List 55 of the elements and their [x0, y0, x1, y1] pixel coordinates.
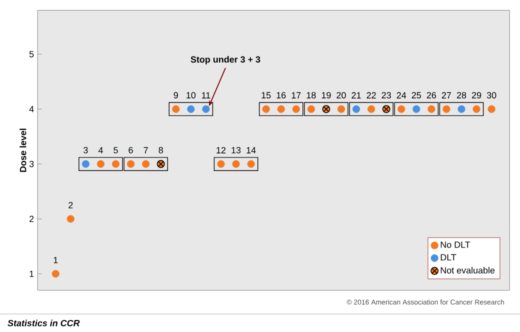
point [247, 160, 255, 168]
point [472, 105, 480, 113]
y-tick-label: 3 [29, 160, 34, 168]
x-tick-label: 19 [322, 92, 331, 98]
legend-label: No DLT [440, 242, 470, 248]
x-tick-label: 10 [186, 92, 196, 98]
x-tick-label: 26 [426, 92, 436, 98]
y-tick-label: 2 [30, 216, 34, 222]
x-tick-label: 20 [336, 92, 346, 98]
x-tick-label: 7 [144, 147, 148, 154]
x-tick-label: 22 [366, 92, 376, 98]
x-tick-label: 29 [472, 92, 482, 98]
x-tick-label: 11 [202, 92, 210, 98]
x-tick-label: 12 [216, 147, 226, 154]
point [112, 160, 120, 168]
point [217, 160, 225, 168]
x-tick-label: 30 [486, 92, 496, 98]
x-tick-label: 24 [396, 92, 406, 98]
point [442, 105, 450, 113]
point [66, 215, 74, 223]
x-tick-label: 6 [128, 146, 133, 154]
y-tick-label: 5 [29, 51, 34, 58]
x-tick-label: 23 [382, 92, 391, 98]
x-tick-label: 21 [352, 92, 361, 98]
x-tick-label: 28 [456, 92, 466, 98]
x-tick-label: 18 [306, 92, 316, 98]
x-tick-label: 4 [98, 147, 103, 154]
point [307, 105, 315, 113]
x-tick-label: 13 [232, 146, 241, 154]
annotation: Stop under 3 + 3 [190, 56, 260, 64]
x-tick-label: 15 [262, 92, 271, 98]
legend-label: DLT [440, 254, 456, 260]
y-tick-label: 1 [30, 270, 34, 277]
y-axis-title: Dose level [20, 128, 26, 172]
x-tick-label: 25 [412, 92, 421, 98]
y-tick-label: 4 [29, 106, 34, 112]
point [337, 105, 346, 113]
x-tick-label: 9 [174, 92, 178, 98]
x-tick-label: 27 [442, 92, 451, 98]
x-tick-label: 5 [114, 147, 118, 154]
point [52, 270, 60, 278]
x-tick-label: 17 [292, 92, 301, 98]
point [262, 105, 270, 113]
point [126, 160, 135, 168]
text: Statistics in CCR [8, 320, 80, 326]
point [292, 105, 300, 113]
x-tick-label: 14 [246, 147, 256, 154]
point [172, 105, 180, 113]
x-tick-label: 16 [276, 92, 286, 98]
point [428, 105, 436, 113]
point [488, 105, 496, 113]
point [398, 105, 406, 113]
legend-label: Not evaluable [440, 266, 495, 274]
x-tick-label: 3 [84, 146, 88, 154]
x-tick-label: 8 [158, 146, 163, 154]
